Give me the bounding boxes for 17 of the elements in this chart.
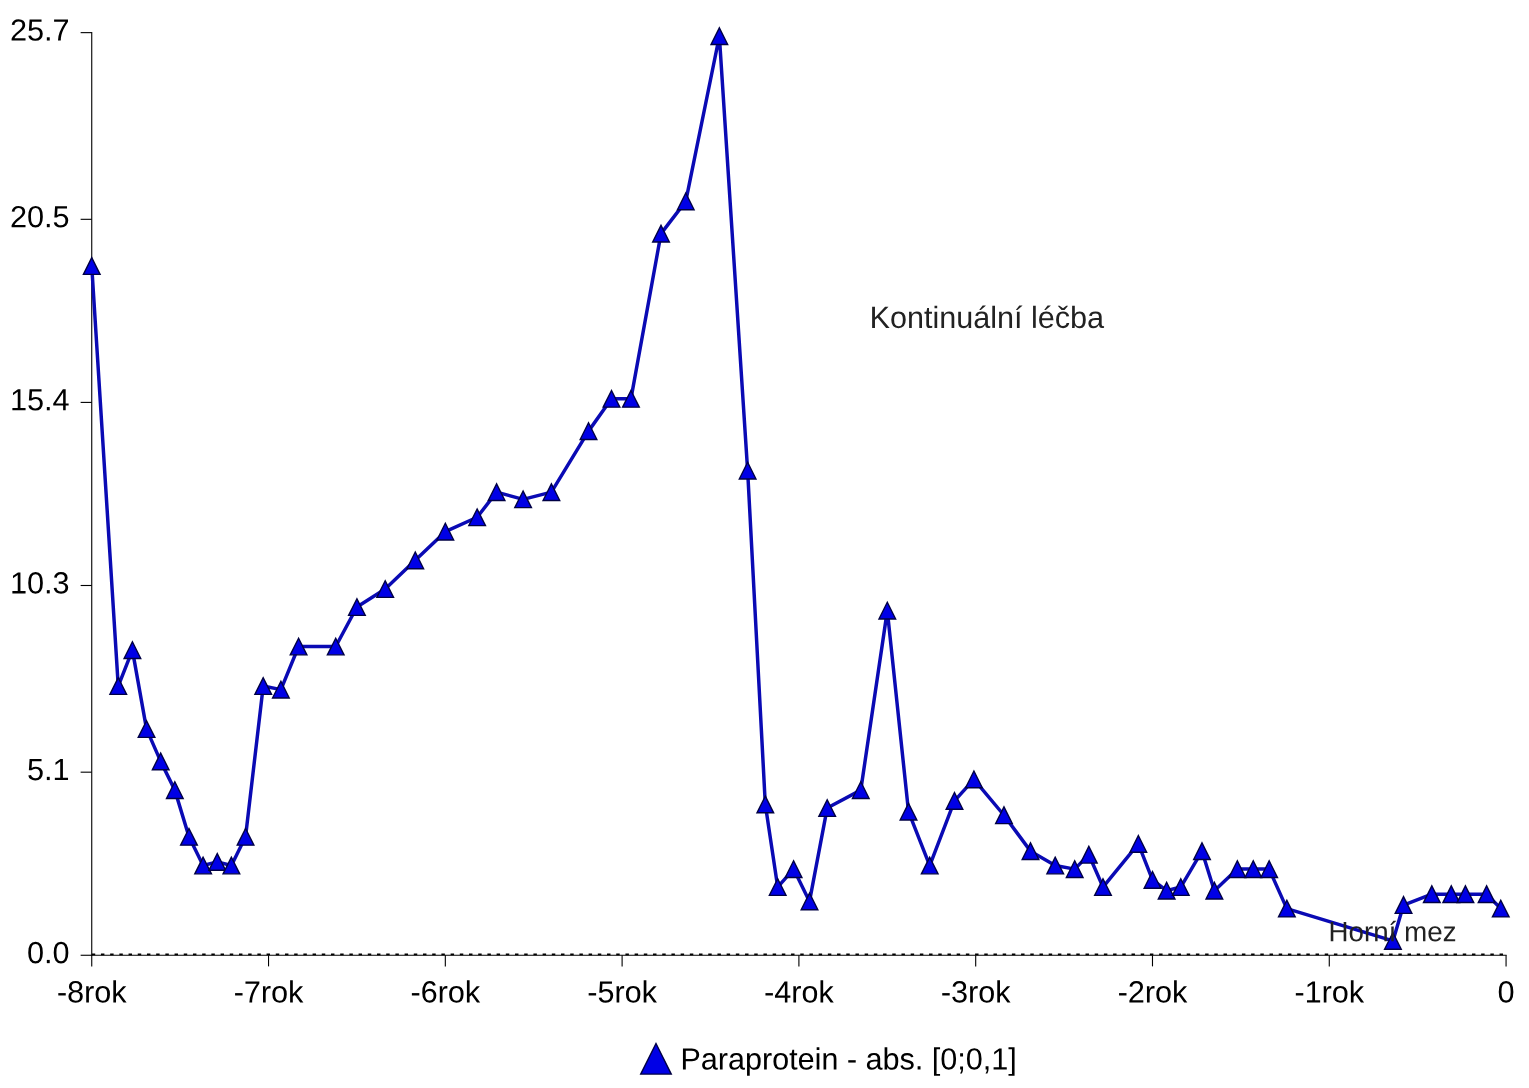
x-tick-label: -6rok bbox=[411, 980, 481, 1003]
legend-label: Paraprotein - abs. [0;0,1] bbox=[682, 1047, 1015, 1076]
x-tick-label: 0 bbox=[1498, 981, 1514, 1003]
y-tick-label: 0.0 bbox=[28, 941, 69, 964]
y-tick-label: 25.7 bbox=[11, 19, 68, 41]
x-tick-label: -7rok bbox=[235, 980, 304, 1003]
x-tick-label: -5rok bbox=[588, 980, 657, 1003]
x-tick-label: -4rok bbox=[765, 980, 834, 1003]
y-tick-label: 15.4 bbox=[12, 389, 69, 411]
y-tick-label: 5.1 bbox=[28, 759, 69, 781]
annotation: Kontinuální léčba bbox=[872, 305, 1105, 329]
x-tick-label: -3rok bbox=[942, 980, 1011, 1003]
y-tick-label: 20.5 bbox=[11, 205, 69, 228]
y-tick-label: 10.3 bbox=[12, 572, 69, 594]
x-tick-label: -2rok bbox=[1119, 980, 1188, 1003]
x-tick-label: -8rok bbox=[58, 980, 127, 1003]
x-tick-label: -1rok bbox=[1295, 980, 1365, 1003]
